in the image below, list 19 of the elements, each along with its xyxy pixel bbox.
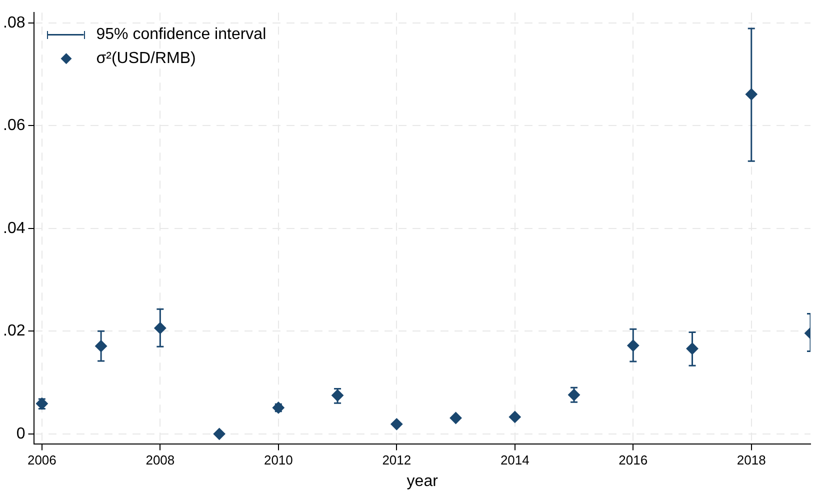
point — [508, 410, 521, 423]
y-tick-label: .08 — [2, 14, 26, 32]
x-tick-label: 2006 — [27, 452, 56, 468]
x-axis-title: year — [406, 472, 439, 490]
legend-label: σ²(USD/RMB) — [96, 50, 196, 68]
y-tick-label: .04 — [2, 220, 26, 237]
x-tick-label: 2018 — [736, 452, 766, 468]
y-tick-label: .06 — [2, 117, 26, 134]
y-tick-label: .02 — [2, 322, 26, 340]
point — [390, 418, 403, 430]
x-tick-label: 2014 — [500, 452, 530, 468]
y-tick-label: 0 — [16, 425, 26, 442]
point — [213, 428, 226, 440]
x-tick-label: 2008 — [146, 452, 175, 468]
x-tick-label: 2010 — [264, 452, 293, 468]
x-tick-label: 2012 — [382, 452, 412, 468]
annotation: 95% confidence interval — [96, 26, 266, 44]
x-tick-label: 2016 — [618, 452, 648, 468]
point — [450, 412, 462, 424]
